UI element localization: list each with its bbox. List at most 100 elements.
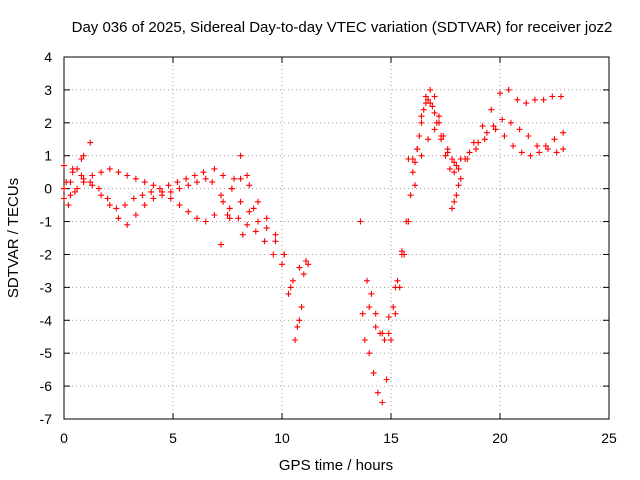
data-point-trace-g <box>442 152 449 159</box>
data-point-trace-a <box>87 179 94 186</box>
data-point-trace-f <box>366 350 373 357</box>
data-point-trace-h <box>553 149 560 156</box>
data-point-trace-f <box>549 93 556 100</box>
data-point-trace-h <box>405 218 412 225</box>
data-point-trace-h <box>536 149 543 156</box>
data-point-trace-b <box>202 218 209 225</box>
data-point-trace-e <box>244 172 251 179</box>
data-point-trace-a <box>78 172 85 179</box>
data-point-trace-j <box>427 100 434 107</box>
data-point-trace-a <box>200 169 207 176</box>
data-point-trace-g <box>381 337 388 343</box>
data-point-trace-f <box>357 218 364 225</box>
data-point-trace-g <box>499 116 506 123</box>
data-point-trace-d <box>87 139 94 146</box>
data-point-trace-b <box>246 182 253 189</box>
data-point-trace-a <box>296 317 303 324</box>
data-point-trace-c <box>202 175 209 182</box>
data-point-trace-g <box>385 330 392 337</box>
x-tick-label: 15 <box>383 430 399 446</box>
data-point-trace-a <box>305 261 312 268</box>
data-point-trace-h <box>444 149 451 156</box>
data-point-trace-g <box>525 133 532 139</box>
data-point-trace-a <box>209 179 216 186</box>
data-point-trace-a <box>292 337 299 343</box>
data-point-trace-d <box>69 169 76 176</box>
data-point-trace-c <box>185 182 192 189</box>
data-point-trace-h <box>438 133 445 139</box>
data-point-trace-h <box>527 152 534 159</box>
data-point-trace-b <box>296 264 303 271</box>
data-point-trace-h <box>412 182 418 189</box>
data-point-trace-a <box>95 185 102 192</box>
y-tick-label: 2 <box>44 115 52 131</box>
data-point-trace-f <box>370 369 377 376</box>
data-point-trace-a <box>61 162 67 169</box>
data-point-trace-a <box>270 251 277 258</box>
data-point-trace-g <box>394 277 401 284</box>
data-point-trace-g <box>507 119 514 126</box>
data-point-trace-h <box>492 126 499 133</box>
data-point-trace-b <box>150 182 157 189</box>
data-point-trace-f <box>479 123 486 130</box>
data-point-trace-e <box>231 175 237 182</box>
data-point-trace-h <box>418 152 425 159</box>
data-point-trace-b <box>89 172 96 179</box>
data-point-trace-g <box>368 290 375 297</box>
data-point-trace-j <box>409 156 416 162</box>
data-point-trace-f <box>497 90 503 97</box>
data-point-trace-d <box>78 156 85 162</box>
data-point-trace-h <box>366 304 373 311</box>
data-point-trace-h <box>385 314 392 320</box>
data-point-trace-a <box>113 205 120 212</box>
data-point-trace-c <box>141 202 148 209</box>
data-point-trace-a <box>130 195 137 202</box>
data-point-trace-g <box>455 165 462 172</box>
data-point-trace-c <box>71 188 78 195</box>
data-point-trace-e <box>250 205 257 212</box>
data-point-trace-c <box>167 188 174 195</box>
data-point-trace-f <box>427 86 434 93</box>
data-point-trace-c <box>132 212 139 218</box>
data-point-trace-b <box>106 165 113 172</box>
data-point-trace-h <box>398 251 405 258</box>
data-point-trace-i <box>453 192 460 199</box>
data-point-trace-c <box>65 202 72 209</box>
data-point-trace-d <box>63 179 70 186</box>
data-point-trace-a <box>218 192 224 199</box>
data-point-trace-a <box>261 238 268 245</box>
data-point-trace-c <box>281 251 288 258</box>
y-tick-label: -5 <box>40 345 53 361</box>
data-point-trace-a <box>183 175 190 182</box>
data-point-trace-g <box>560 129 567 136</box>
data-point-trace-f <box>361 337 368 343</box>
data-point-trace-f <box>531 96 538 103</box>
data-point-trace-c <box>159 192 166 199</box>
data-point-trace-b <box>263 215 270 222</box>
data-point-trace-h <box>425 136 432 143</box>
data-point-trace-c <box>80 175 87 182</box>
data-point-trace-f <box>359 310 366 317</box>
data-point-trace-d <box>80 152 87 159</box>
data-point-trace-b <box>237 175 244 182</box>
data-point-trace-c <box>211 165 218 172</box>
data-point-trace-b <box>124 172 131 179</box>
data-point-trace-f <box>540 96 547 103</box>
data-point-trace-a <box>191 172 198 179</box>
data-point-trace-c <box>246 208 253 215</box>
data-point-trace-g <box>464 156 471 162</box>
data-point-trace-g <box>481 136 488 143</box>
data-point-trace-c <box>98 192 105 199</box>
data-point-trace-a <box>226 205 233 212</box>
data-point-trace-j <box>414 146 421 153</box>
data-point-trace-f <box>374 389 381 396</box>
data-point-trace-a <box>279 261 285 268</box>
data-point-trace-b <box>74 185 81 192</box>
data-point-trace-g <box>534 142 541 149</box>
data-point-trace-g <box>412 159 418 166</box>
y-axis-label: SDTVAR / TECUs <box>5 178 22 298</box>
data-point-trace-g <box>446 165 453 172</box>
y-tick-label: 4 <box>44 49 52 65</box>
